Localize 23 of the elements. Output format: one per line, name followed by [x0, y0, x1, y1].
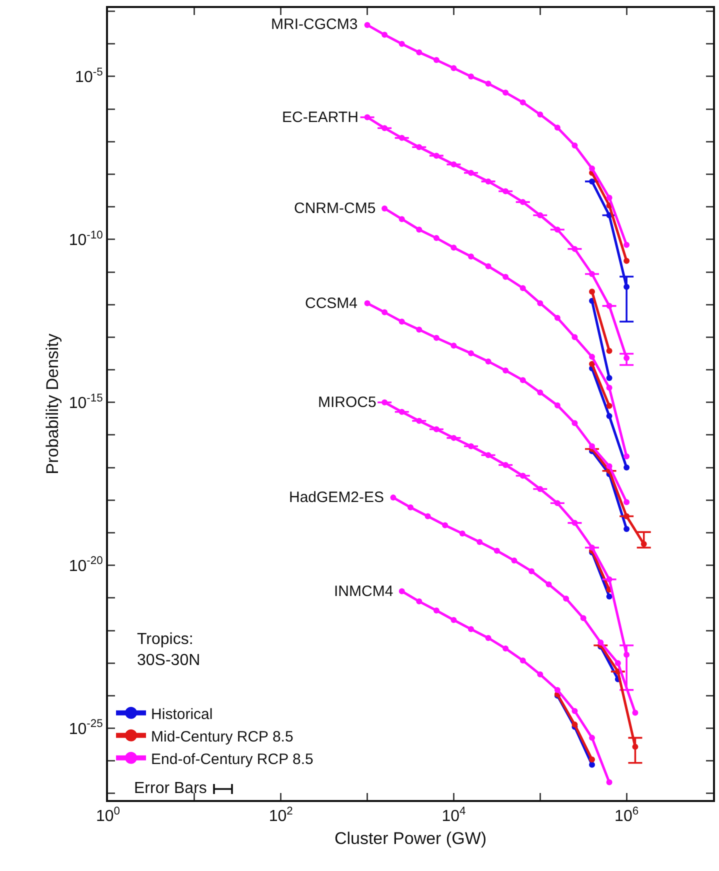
- x-tick-label: 10$^{2}$: [268, 805, 293, 826]
- annotation: EC-EARTH: [282, 109, 358, 126]
- annotation: Error Bars: [134, 780, 207, 797]
- annotation: MRI-CGCM3: [271, 16, 358, 33]
- x-tick-label: 10$^{6}$: [614, 805, 639, 826]
- x-tick-label: 10$^{4}$: [442, 805, 466, 826]
- y-tick-label: 10$^{-20}$: [68, 555, 103, 575]
- legend-label: Historical: [151, 706, 213, 723]
- y-tick-label: 10$^{-5}$: [75, 66, 103, 86]
- annotation: CCSM4: [305, 295, 358, 312]
- annotation: HadGEM2-ES: [289, 489, 384, 506]
- annotation: Tropics: 30S-30N: [137, 631, 200, 669]
- x-axis-title: Cluster Power (GW): [334, 829, 487, 848]
- x-tick-label: 10$^{0}$: [96, 805, 120, 826]
- annotation: CNRM-CM5: [294, 200, 376, 217]
- y-tick-label: 10$^{-15}$: [68, 392, 103, 412]
- y-tick-label: 10$^{-25}$: [68, 718, 103, 738]
- annotation: INMCM4: [334, 583, 394, 600]
- annotation: MIROC5: [318, 394, 376, 411]
- legend-label: End-of-Century RCP 8.5: [151, 750, 314, 768]
- y-tick-label: 10$^{-10}$: [68, 229, 103, 250]
- y-axis-title: Probability Density: [42, 333, 62, 474]
- legend-label: Mid-Century RCP 8.5: [151, 728, 294, 746]
